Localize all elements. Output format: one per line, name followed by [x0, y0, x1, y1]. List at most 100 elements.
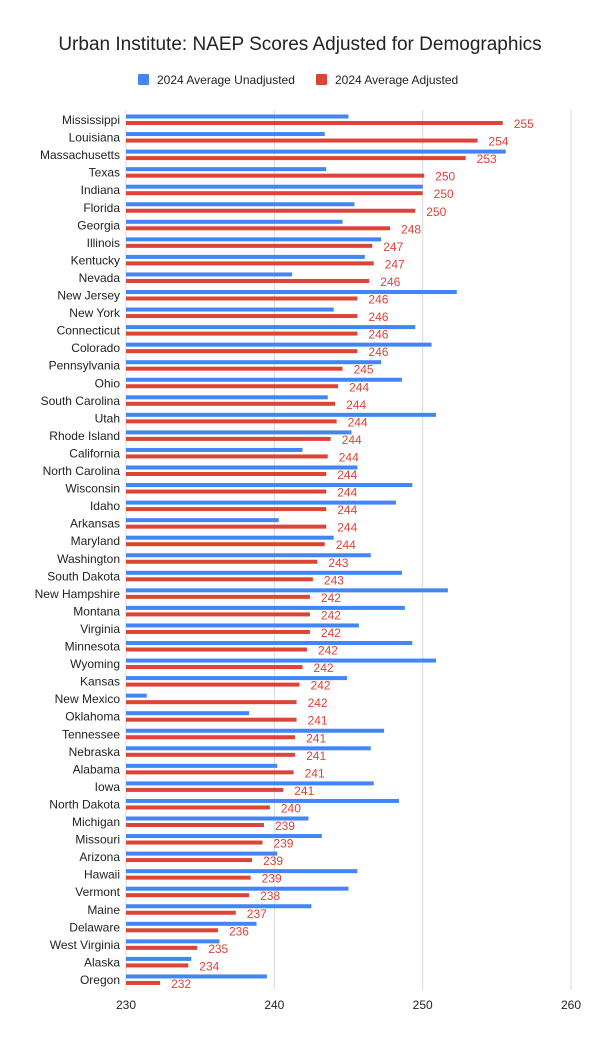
bar-unadjusted[interactable] [126, 483, 413, 488]
bar-unadjusted[interactable] [126, 430, 352, 435]
bar-adjusted[interactable] [126, 559, 318, 564]
bar-unadjusted[interactable] [126, 921, 257, 926]
bar-adjusted[interactable] [126, 910, 236, 915]
bar-unadjusted[interactable] [126, 851, 278, 856]
bar-adjusted[interactable] [126, 208, 416, 213]
bar-unadjusted[interactable] [126, 412, 437, 417]
bar-unadjusted[interactable] [126, 395, 328, 400]
bar-adjusted[interactable] [126, 840, 263, 845]
bar-adjusted[interactable] [126, 858, 253, 863]
bar-unadjusted[interactable] [126, 816, 309, 821]
bar-adjusted[interactable] [126, 507, 327, 512]
bar-adjusted[interactable] [126, 928, 218, 933]
bar-adjusted[interactable] [126, 349, 358, 354]
bar-adjusted[interactable] [126, 138, 478, 143]
bar-unadjusted[interactable] [126, 869, 358, 874]
bar-unadjusted[interactable] [126, 711, 250, 716]
bar-adjusted[interactable] [126, 612, 310, 617]
bar-unadjusted[interactable] [126, 219, 343, 224]
bar-adjusted[interactable] [126, 121, 503, 125]
bar-adjusted[interactable] [126, 226, 391, 231]
bar-unadjusted[interactable] [126, 325, 416, 330]
bar-adjusted[interactable] [126, 366, 343, 371]
bar-unadjusted[interactable] [126, 570, 402, 575]
bar-adjusted[interactable] [126, 191, 423, 196]
bar-adjusted[interactable] [126, 436, 331, 441]
bar-unadjusted[interactable] [126, 254, 365, 259]
bar-adjusted[interactable] [126, 823, 264, 827]
bar-adjusted[interactable] [126, 717, 297, 722]
bar-unadjusted[interactable] [126, 272, 293, 277]
bar-unadjusted[interactable] [126, 588, 448, 593]
bar-adjusted[interactable] [126, 278, 370, 283]
bar-adjusted[interactable] [126, 594, 310, 599]
bar-unadjusted[interactable] [126, 342, 432, 347]
bar-adjusted[interactable] [126, 524, 327, 529]
bar-adjusted[interactable] [126, 296, 358, 301]
bar-unadjusted[interactable] [126, 781, 374, 786]
bar-adjusted[interactable] [126, 665, 303, 670]
bar-adjusted[interactable] [126, 752, 296, 757]
bar-unadjusted[interactable] [126, 886, 349, 891]
bar-adjusted[interactable] [126, 647, 307, 652]
bar-unadjusted[interactable] [126, 728, 385, 733]
bar-unadjusted[interactable] [126, 535, 334, 540]
bar-adjusted[interactable] [126, 629, 310, 634]
bar-unadjusted[interactable] [126, 465, 358, 470]
bar-unadjusted[interactable] [126, 939, 220, 944]
bar-adjusted[interactable] [126, 331, 358, 336]
bar-unadjusted[interactable] [126, 834, 322, 839]
bar-unadjusted[interactable] [126, 956, 192, 961]
bar-unadjusted[interactable] [126, 202, 355, 207]
bar-unadjusted[interactable] [126, 605, 405, 610]
bar-adjusted[interactable] [126, 682, 300, 687]
bar-unadjusted[interactable] [126, 237, 382, 242]
bar-adjusted[interactable] [126, 787, 284, 792]
bar-adjusted[interactable] [126, 472, 327, 476]
bar-unadjusted[interactable] [126, 360, 382, 365]
bar-adjusted[interactable] [126, 577, 313, 582]
bar-adjusted[interactable] [126, 156, 466, 161]
bar-adjusted[interactable] [126, 243, 373, 248]
bar-unadjusted[interactable] [126, 447, 303, 452]
bar-unadjusted[interactable] [126, 167, 327, 172]
bar-adjusted[interactable] [126, 261, 374, 266]
bar-adjusted[interactable] [126, 454, 328, 459]
legend-item-adjusted[interactable]: 2024 Average Adjusted [316, 73, 458, 87]
bar-unadjusted[interactable] [126, 641, 413, 645]
bar-unadjusted[interactable] [126, 184, 423, 189]
bar-adjusted[interactable] [126, 173, 425, 178]
bar-adjusted[interactable] [126, 489, 327, 494]
bar-adjusted[interactable] [126, 419, 337, 424]
bar-unadjusted[interactable] [126, 693, 147, 698]
bar-adjusted[interactable] [126, 401, 336, 406]
bar-adjusted[interactable] [126, 735, 296, 740]
bar-unadjusted[interactable] [126, 658, 437, 663]
bar-adjusted[interactable] [126, 945, 198, 950]
bar-adjusted[interactable] [126, 805, 270, 810]
bar-unadjusted[interactable] [126, 623, 359, 628]
bar-unadjusted[interactable] [126, 974, 267, 979]
bar-adjusted[interactable] [126, 700, 297, 705]
bar-adjusted[interactable] [126, 963, 189, 968]
bar-unadjusted[interactable] [126, 553, 371, 558]
bar-unadjusted[interactable] [126, 377, 402, 382]
bar-adjusted[interactable] [126, 875, 251, 880]
bar-unadjusted[interactable] [126, 904, 312, 909]
bar-unadjusted[interactable] [126, 746, 371, 751]
bar-adjusted[interactable] [126, 770, 294, 775]
bar-adjusted[interactable] [126, 384, 339, 389]
bar-unadjusted[interactable] [126, 290, 457, 294]
bar-unadjusted[interactable] [126, 676, 348, 681]
bar-unadjusted[interactable] [126, 763, 278, 768]
bar-unadjusted[interactable] [126, 798, 399, 803]
bar-unadjusted[interactable] [126, 132, 325, 137]
bar-adjusted[interactable] [126, 980, 161, 985]
bar-unadjusted[interactable] [126, 149, 506, 154]
bar-adjusted[interactable] [126, 314, 358, 319]
bar-adjusted[interactable] [126, 542, 325, 547]
bar-unadjusted[interactable] [126, 500, 396, 505]
bar-unadjusted[interactable] [126, 114, 349, 119]
legend-item-unadjusted[interactable]: 2024 Average Unadjusted [138, 73, 295, 87]
bar-unadjusted[interactable] [126, 518, 279, 523]
